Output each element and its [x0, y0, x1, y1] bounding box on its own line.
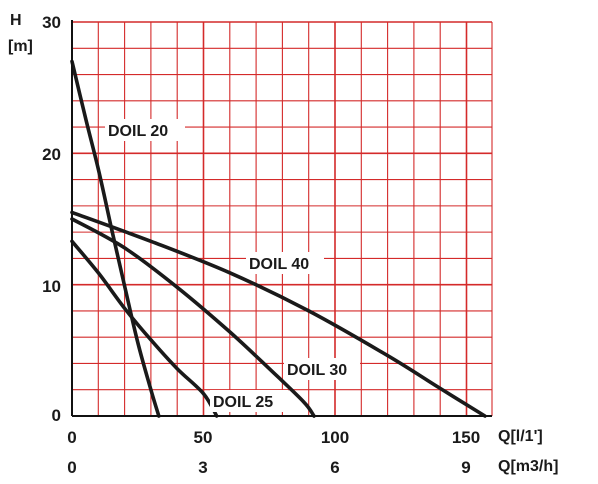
- x-tick-label-0: 0: [67, 428, 76, 447]
- curve-label-doil-20: DOIL 20: [108, 123, 168, 140]
- y-tick-label-0: 0: [52, 406, 61, 425]
- curves: [70, 59, 487, 418]
- x-axis-label: Q[l/1']: [498, 428, 543, 445]
- x2-tick-label-6: 6: [330, 458, 339, 477]
- grid: [72, 21, 493, 416]
- curve-label-doil-30: DOIL 30: [287, 362, 347, 379]
- curve-doil-30: [70, 217, 316, 418]
- y-axis-label-h: H: [10, 12, 22, 29]
- y-tick-label-10: 10: [42, 277, 61, 296]
- x2-axis-label: Q[m3/h]: [498, 458, 558, 475]
- label-bg-doil-20: [105, 119, 185, 141]
- y-tick-label-20: 20: [42, 145, 61, 164]
- x-tick-label-150: 150: [452, 428, 480, 447]
- curve-label-doil-25: DOIL 25: [213, 394, 273, 411]
- curve-doil-40: [70, 210, 487, 418]
- label-bg-doil-30: [284, 358, 360, 380]
- x-tick-label-50: 50: [194, 428, 213, 447]
- curve-doil-25: [70, 239, 219, 418]
- x-tick-label-100: 100: [321, 428, 349, 447]
- curve-label-doil-40: DOIL 40: [249, 256, 309, 273]
- curve-doil-20: [70, 59, 161, 418]
- x2-tick-label-3: 3: [198, 458, 207, 477]
- label-bg-doil-25: [210, 390, 288, 412]
- x2-tick-label-9: 9: [461, 458, 470, 477]
- x2-tick-label-0: 0: [67, 458, 76, 477]
- axes: [71, 20, 492, 417]
- y-tick-label-30: 30: [42, 13, 61, 32]
- label-bg-doil-40: [246, 252, 324, 274]
- y-axis-label-unit: [m]: [8, 38, 33, 55]
